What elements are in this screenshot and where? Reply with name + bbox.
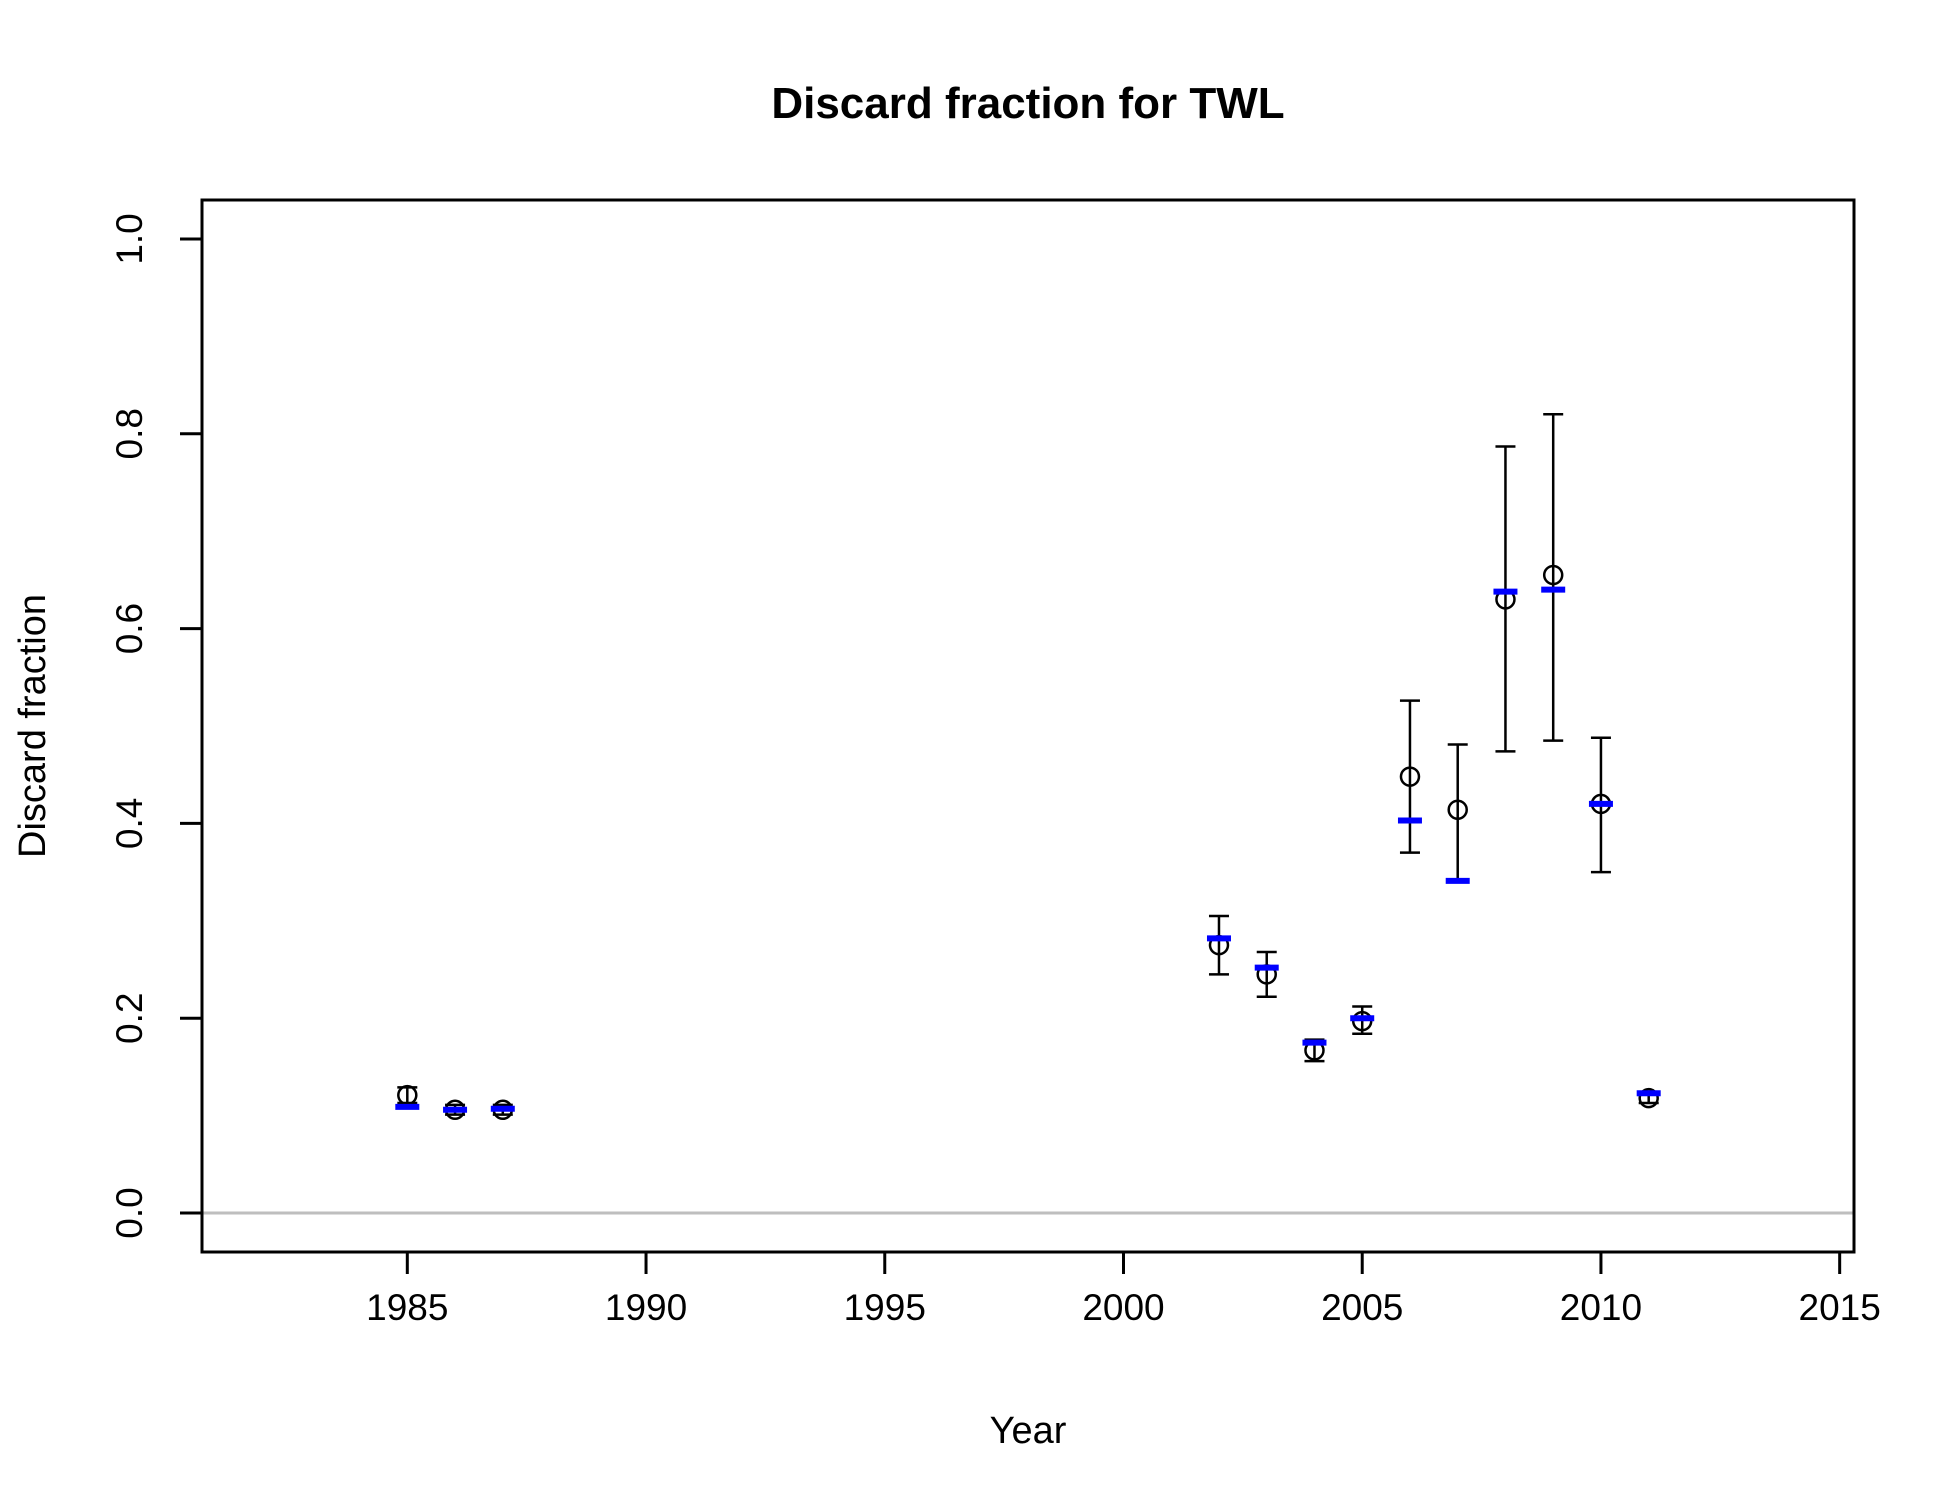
y-tick-label: 0.2 [109,993,150,1044]
observed-point-group [1256,950,1277,999]
observed-point [1447,799,1468,821]
y-tick-label: 0.4 [109,798,150,849]
chart-title: Discard fraction for TWL [771,79,1284,128]
observed-point-group [397,1084,418,1106]
x-tick-label: 1985 [366,1287,448,1328]
x-axis-label: Year [990,1410,1067,1452]
observed-point-group [1495,445,1516,753]
plot-frame [200,198,1856,1254]
y-tick-label: 0.0 [109,1187,150,1238]
x-tick-label: 2000 [1082,1287,1164,1328]
y-axis-label: Discard fraction [12,594,54,858]
plot-area [202,413,1854,1215]
observed-point-group [1208,914,1230,976]
y-tick-label: 0.6 [109,603,150,654]
x-tick-label: 2010 [1560,1287,1642,1328]
observed-point-group [1542,413,1564,742]
observed-point [1638,1087,1659,1109]
x-tick-label: 2005 [1321,1287,1403,1328]
x-tick-label: 1990 [605,1287,687,1328]
x-tick-label: 2015 [1799,1287,1881,1328]
y-tick-label: 1.0 [109,213,150,264]
x-axis: 1985 1990 1995 2000 2005 2010 2015 [366,1250,1881,1328]
observed-point [1399,766,1421,787]
y-axis: 0.0 0.2 0.4 0.6 0.8 1.0 [109,213,204,1239]
observed-point [1542,564,1564,586]
observed-point-group [1399,699,1421,854]
y-tick-label: 0.8 [109,408,150,459]
x-tick-label: 1995 [844,1287,926,1328]
observed-point-group [1447,743,1468,882]
